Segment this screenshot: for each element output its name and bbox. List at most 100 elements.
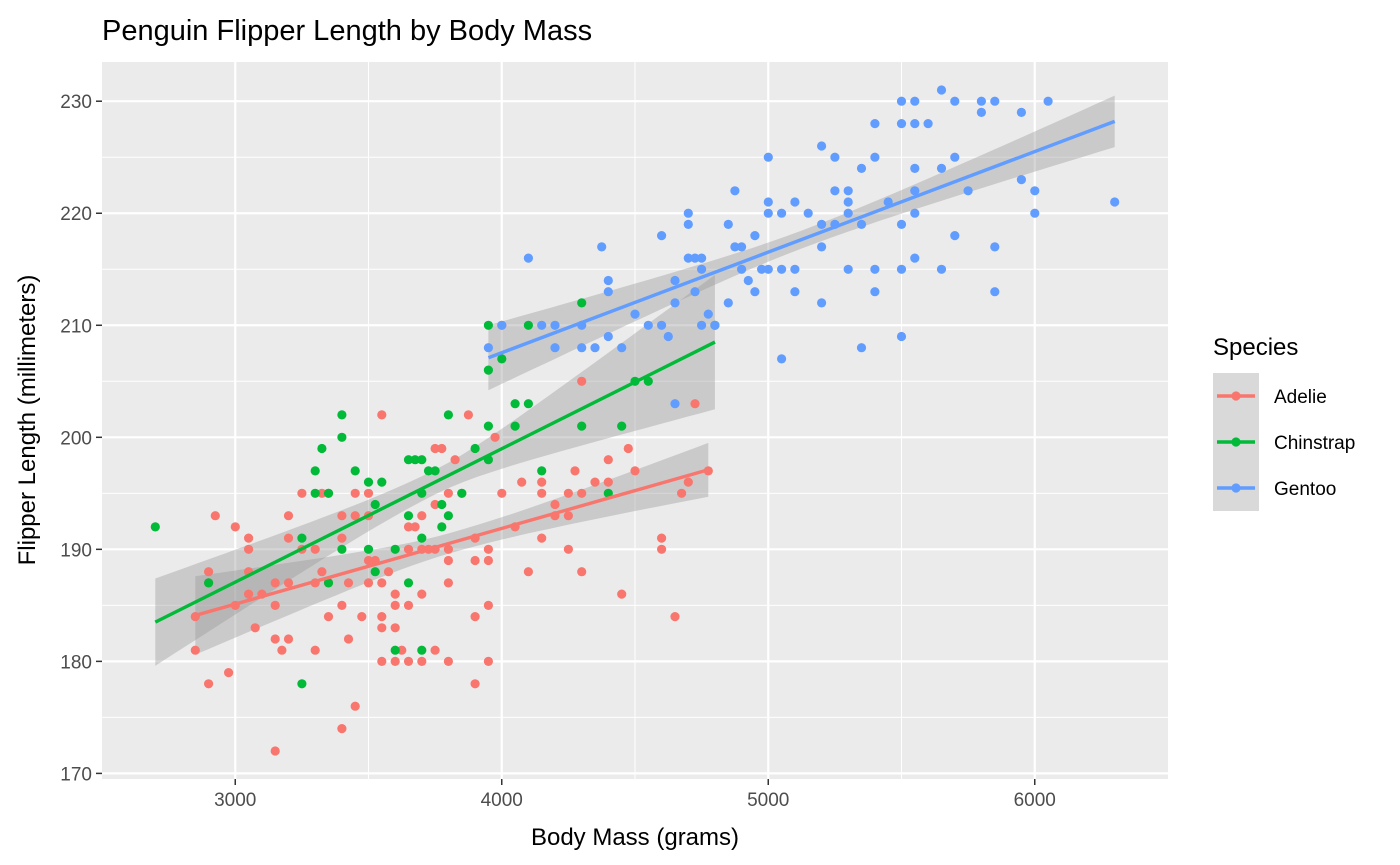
data-point-adelie [403,544,414,554]
data-point-chinstrap [317,443,327,454]
x-axis: 3000 4000 5000 6000 [214,779,1056,811]
data-point-gentoo [737,264,747,274]
data-point-gentoo [990,242,1000,252]
data-point-adelie [270,746,280,756]
data-point-adelie [337,724,347,734]
data-point-gentoo [670,275,680,286]
y-axis-title: Flipper Length (millimeters) [14,275,41,566]
data-point-gentoo [483,343,493,353]
x-tick-label: 5000 [747,790,789,811]
data-point-gentoo [697,253,707,263]
data-point-gentoo [763,208,773,218]
data-point-adelie [350,511,360,521]
data-point-adelie [570,466,580,476]
data-point-gentoo [663,331,673,342]
data-point-adelie [497,488,507,498]
data-point-gentoo [757,264,767,274]
data-point-gentoo [603,275,613,286]
data-point-gentoo [603,331,613,342]
data-point-gentoo [697,320,707,330]
data-point-adelie [590,477,600,487]
data-point-adelie [417,656,427,667]
data-point-adelie [317,488,327,498]
data-point-adelie [270,634,280,644]
data-point-adelie [363,578,374,588]
data-point-gentoo [683,253,693,263]
data-point-adelie [204,679,214,689]
data-point-chinstrap [403,578,414,588]
data-point-chinstrap [350,466,360,476]
data-point-adelie [417,589,427,599]
data-point-gentoo [963,186,973,196]
x-axis-title: Body Mass (grams) [531,824,739,851]
data-point-adelie [390,656,400,667]
data-point-adelie [377,623,387,633]
data-point-adelie [443,544,453,554]
data-point-adelie [204,567,214,577]
data-point-adelie [463,410,473,420]
data-point-chinstrap [483,421,493,431]
x-tick-label: 6000 [1014,790,1056,811]
data-point-chinstrap [470,443,480,454]
data-point-gentoo [896,219,907,229]
data-point-adelie [603,477,613,487]
data-point-chinstrap [310,488,320,498]
data-point-adelie [490,432,500,442]
data-point-gentoo [1043,96,1053,106]
data-point-chinstrap [337,432,347,442]
data-point-chinstrap [377,477,387,487]
data-point-gentoo [643,320,653,330]
data-point-chinstrap [423,466,434,476]
data-point-chinstrap [204,578,214,588]
data-point-chinstrap [437,522,447,532]
data-point-adelie [350,701,360,711]
data-point-adelie [430,645,440,655]
data-point-gentoo [777,354,787,364]
data-point-chinstrap [390,544,400,554]
data-point-adelie [563,488,574,498]
data-point-adelie [337,533,347,543]
data-point-gentoo [910,186,920,196]
data-point-chinstrap [310,466,320,476]
data-point-chinstrap [483,365,493,375]
data-point-gentoo [690,287,700,297]
data-point-chinstrap [643,376,653,386]
data-point-chinstrap [483,320,493,330]
data-point-chinstrap [410,455,420,465]
data-point-adelie [563,511,574,521]
y-axis: 170 180 190 200 210 220 230 [60,92,102,785]
data-point-gentoo [910,96,920,106]
data-point-gentoo [670,399,680,409]
data-point-adelie [377,656,387,667]
data-point-adelie [617,589,627,599]
data-point-gentoo [763,264,773,274]
y-tick-label: 200 [60,428,92,449]
data-point-gentoo [990,96,1000,106]
data-point-adelie [343,634,354,644]
data-point-gentoo [550,320,560,330]
data-point-gentoo [817,298,827,308]
data-point-gentoo [803,208,813,218]
trend-lines [154,119,1116,624]
data-point-gentoo [497,320,507,330]
data-point-chinstrap [617,421,627,431]
data-point-gentoo [617,343,627,353]
data-point-adelie [470,679,480,689]
data-point-chinstrap [403,455,414,465]
data-point-gentoo [950,96,960,106]
data-point-gentoo [657,231,667,241]
y-tick-label: 230 [60,92,92,113]
data-point-adelie [603,455,613,465]
y-tick-label: 190 [60,540,92,561]
data-point-gentoo [856,219,867,229]
data-point-adelie [430,499,440,510]
data-point-adelie [410,522,420,532]
data-point-gentoo [790,197,800,207]
data-point-gentoo [896,331,907,342]
data-point-adelie [443,578,453,588]
data-point-chinstrap [337,410,347,420]
data-point-adelie [630,466,640,476]
data-point-gentoo [870,152,880,162]
data-point-chinstrap [510,421,520,431]
